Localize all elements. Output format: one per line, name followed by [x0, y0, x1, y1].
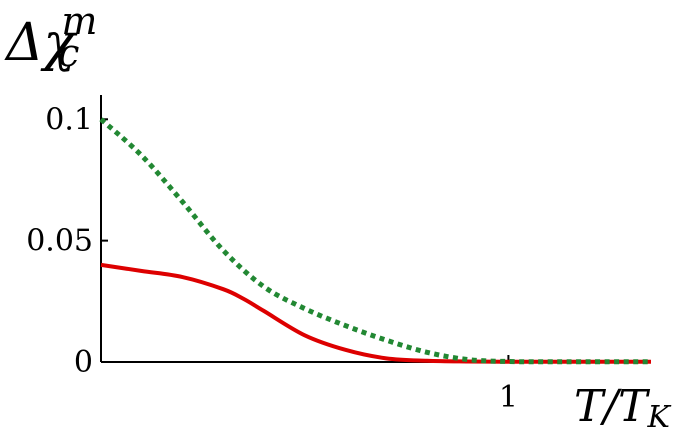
y-tick-label: 0: [74, 345, 93, 380]
y-tick-label: 0.1: [45, 102, 93, 137]
x-axis-ticks: 1: [499, 355, 518, 415]
x-tick-label: 1: [499, 380, 518, 415]
x-axis-title-subscript: K: [647, 400, 672, 429]
chart-series: [99, 117, 651, 365]
y-axis-title-superscript: m: [61, 0, 97, 43]
series-line-dotted: [99, 117, 651, 365]
y-axis-title: Δχcm: [4, 0, 97, 75]
x-axis-title: T/TK: [574, 381, 672, 429]
series-line-solid: [100, 262, 651, 364]
x-axis-title-base: T/T: [574, 381, 651, 429]
y-axis-title-subscript: c: [58, 31, 79, 75]
y-axis-title-base: Δχ: [4, 13, 79, 73]
y-axis-ticks: 0 0.05 0.1: [26, 102, 108, 380]
y-tick-label: 0.05: [26, 224, 93, 259]
